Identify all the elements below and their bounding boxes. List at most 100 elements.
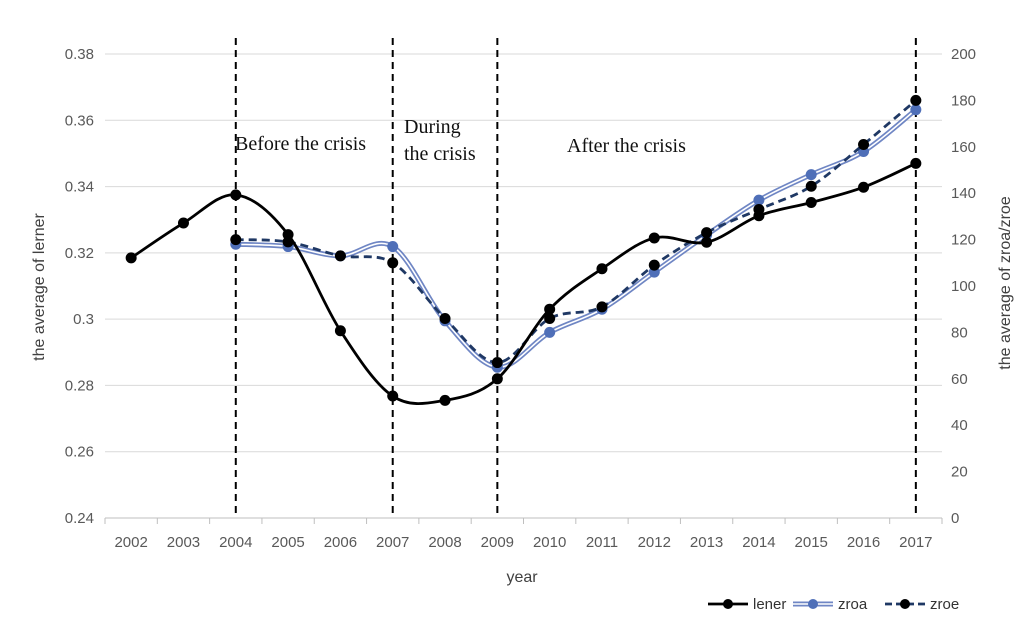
data-point-lener (805, 196, 817, 208)
left-axis-tick-label: 0.28 (65, 377, 94, 394)
x-axis-tick-label: 2016 (847, 534, 880, 551)
right-axis-tick-label: 80 (951, 324, 968, 341)
left-axis-tick-label: 0.26 (65, 444, 94, 461)
x-axis-tick-label: 2007 (376, 534, 409, 551)
series-line-lener (130, 162, 917, 406)
annotation-after-crisis: After the crisis (567, 135, 686, 157)
left-axis-tick-label: 0.3 (73, 311, 94, 328)
x-axis: 2002 2003 2004 2005 2006 2007 2008 2009 2010 2011… (104, 517, 943, 551)
right-axis: 0 20 40 60 80 100 120 140 160 180 200 (951, 46, 976, 527)
data-point-lener (439, 394, 451, 406)
data-point-zroe (491, 357, 503, 369)
data-point-lener (334, 325, 346, 337)
annotation-before-crisis: Before the crisis (235, 133, 366, 155)
x-axis-tick-label: 2008 (428, 534, 461, 551)
data-point-lener (177, 217, 189, 229)
data-point-lener (701, 236, 713, 248)
data-point-zroa (544, 326, 556, 338)
series-line-zroe (235, 99, 917, 364)
x-axis-tick-label: 2003 (167, 534, 200, 551)
right-axis-title: the average of zroa/zroe (997, 196, 1014, 370)
right-axis-tick-label: 120 (951, 232, 976, 249)
data-point-zroa (805, 169, 817, 181)
legend-label: zroe (930, 596, 959, 613)
legend-marker (723, 599, 733, 609)
data-point-lener (491, 373, 503, 385)
left-axis-tick-label: 0.24 (65, 510, 94, 527)
left-axis-tick-label: 0.36 (65, 112, 94, 129)
data-point-zroa (753, 194, 765, 206)
series-layer (125, 94, 922, 406)
data-point-zroe (910, 94, 922, 106)
right-axis-tick-label: 200 (951, 46, 976, 63)
series-lener (125, 157, 922, 406)
x-axis-tick-label: 2004 (219, 534, 252, 551)
x-axis-title: year (506, 569, 538, 586)
legend-item-zroa: zroa (793, 596, 868, 613)
x-axis-tick-label: 2012 (638, 534, 671, 551)
data-point-lener (282, 229, 294, 241)
x-axis-tick-label: 2011 (586, 534, 618, 551)
data-point-lener (596, 263, 608, 275)
series-line-highlight-zroa (235, 109, 917, 369)
x-axis-tick-label: 2006 (324, 534, 357, 551)
data-point-zroe (439, 312, 451, 324)
data-point-lener (648, 232, 660, 244)
right-axis-tick-label: 140 (951, 185, 976, 202)
data-point-lener (910, 157, 922, 169)
data-point-zroa (387, 241, 399, 253)
annotation-line: After the crisis (567, 135, 686, 157)
data-point-lener (753, 210, 765, 222)
x-axis-tick-label: 2005 (271, 534, 304, 551)
data-point-zroe (701, 227, 713, 239)
legend-item-zroe: zroe (885, 596, 959, 613)
x-axis-tick-label: 2014 (742, 534, 775, 551)
data-point-zroe (648, 259, 660, 271)
data-point-lener (125, 252, 137, 264)
right-axis-tick-label: 100 (951, 278, 976, 295)
data-point-zroa (910, 104, 922, 116)
x-axis-tick-label: 2015 (795, 534, 828, 551)
data-point-lener (858, 181, 870, 193)
data-point-zroe (596, 301, 608, 313)
legend-item-lener: lener (708, 596, 786, 613)
right-axis-tick-label: 0 (951, 510, 959, 527)
left-axis: 0.24 0.26 0.28 0.3 0.32 0.34 0.36 0.38 (65, 46, 94, 527)
annotation-line: the crisis (404, 143, 476, 165)
period-annotations: Before the crisis During the crisis After… (235, 116, 686, 165)
data-point-lener (387, 390, 399, 402)
right-axis-tick-label: 60 (951, 371, 968, 388)
data-point-zroe (858, 138, 870, 150)
data-point-zroe (544, 312, 556, 324)
data-point-zroe (230, 234, 242, 246)
right-axis-tick-label: 180 (951, 92, 976, 109)
right-axis-tick-label: 20 (951, 464, 968, 481)
x-axis-tick-label: 2010 (533, 534, 566, 551)
legend: lener zroa zroe (708, 596, 959, 613)
x-axis-tick-label: 2013 (690, 534, 723, 551)
data-point-lener (230, 189, 242, 201)
left-axis-title: the average of lerner (31, 213, 48, 361)
data-point-zroe (805, 180, 817, 192)
legend-marker (808, 599, 818, 609)
x-axis-tick-label: 2009 (481, 534, 514, 551)
annotation-line: Before the crisis (235, 133, 366, 155)
legend-label: zroa (838, 596, 868, 613)
legend-label: lener (753, 596, 786, 613)
right-axis-tick-label: 40 (951, 417, 968, 434)
x-axis-tick-label: 2002 (114, 534, 147, 551)
left-axis-tick-label: 0.32 (65, 245, 94, 262)
data-point-zroe (387, 257, 399, 269)
data-point-lener (544, 303, 556, 315)
right-axis-tick-label: 160 (951, 139, 976, 156)
left-axis-tick-label: 0.38 (65, 46, 94, 63)
x-axis-tick-label: 2017 (899, 534, 932, 551)
left-axis-tick-label: 0.34 (65, 179, 94, 196)
period-dividers (234, 38, 917, 518)
annotation-during-crisis: During the crisis (404, 116, 476, 165)
legend-marker (900, 599, 910, 609)
gridlines (105, 53, 942, 519)
annotation-line: During (404, 116, 461, 138)
